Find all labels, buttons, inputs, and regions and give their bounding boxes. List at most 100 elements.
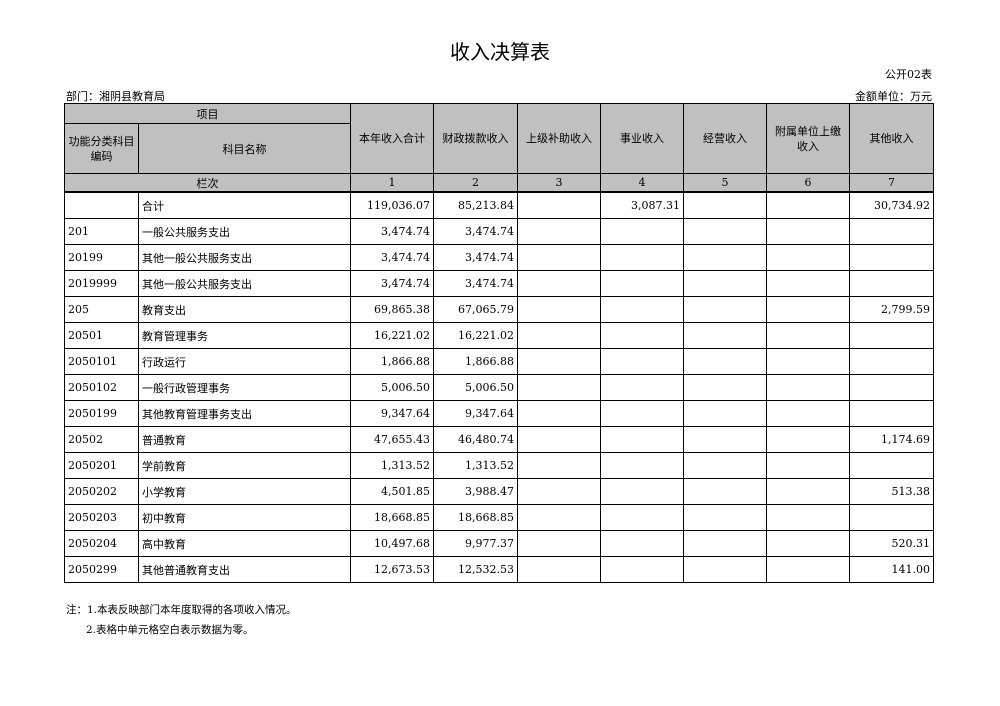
cell-value: 5,006.50 [350, 374, 434, 401]
table-row: 2050101 行政运行 1,866.88 1,866.88 [64, 348, 934, 375]
cell-value [849, 322, 934, 349]
cell-value: 1,174.69 [849, 426, 934, 453]
cell-value [517, 322, 601, 349]
cell-value [683, 348, 767, 375]
cell-value: 1,866.88 [350, 348, 434, 375]
cell-value [600, 244, 684, 271]
header-col: 事业收入 [600, 103, 684, 174]
cell-value [517, 270, 601, 297]
cell-value [766, 191, 850, 219]
cell-value: 141.00 [849, 556, 934, 583]
cell-value [600, 400, 684, 427]
cell-value [517, 218, 601, 245]
cell-value: 119,036.07 [350, 191, 434, 219]
cell-value: 30,734.92 [849, 191, 934, 219]
cell-value [600, 374, 684, 401]
cell-value [849, 270, 934, 297]
cell-value [517, 452, 601, 479]
cell-name: 行政运行 [138, 348, 351, 375]
cell-value [683, 426, 767, 453]
header-col: 经营收入 [683, 103, 767, 174]
cell-code: 2050203 [64, 504, 139, 531]
cell-value: 3,474.74 [433, 218, 518, 245]
cell-code: 2019999 [64, 270, 139, 297]
cell-value [766, 296, 850, 323]
row-index: 6 [766, 173, 850, 193]
table-row: 2050202 小学教育 4,501.85 3,988.47 513.38 [64, 478, 934, 505]
note: 2.表格中单元格空白表示数据为零。 [86, 624, 254, 636]
cell-value [517, 348, 601, 375]
row-index-label: 栏次 [64, 173, 351, 193]
cell-value: 520.31 [849, 530, 934, 557]
cell-value [766, 530, 850, 557]
cell-code: 2050101 [64, 348, 139, 375]
cell-value: 9,977.37 [433, 530, 518, 557]
cell-value: 69,865.38 [350, 296, 434, 323]
cell-value [849, 374, 934, 401]
cell-value: 3,988.47 [433, 478, 518, 505]
row-index: 4 [600, 173, 684, 193]
cell-code: 20501 [64, 322, 139, 349]
cell-value [766, 556, 850, 583]
cell-value [683, 322, 767, 349]
header-code: 功能分类科目编码 [64, 123, 139, 174]
cell-value [517, 556, 601, 583]
cell-value [766, 478, 850, 505]
cell-name: 其他普通教育支出 [138, 556, 351, 583]
cell-name: 学前教育 [138, 452, 351, 479]
cell-value [600, 530, 684, 557]
cell-value: 18,668.85 [433, 504, 518, 531]
cell-value [517, 374, 601, 401]
cell-value [766, 218, 850, 245]
table-row: 2050204 高中教育 10,497.68 9,977.37 520.31 [64, 530, 934, 557]
cell-value: 18,668.85 [350, 504, 434, 531]
cell-value [766, 400, 850, 427]
cell-value [600, 504, 684, 531]
cell-value [683, 191, 767, 219]
cell-name: 初中教育 [138, 504, 351, 531]
header-col: 上级补助收入 [517, 103, 601, 174]
row-index: 1 [350, 173, 434, 193]
cell-value: 3,474.74 [350, 270, 434, 297]
cell-code: 2050201 [64, 452, 139, 479]
cell-name: 教育支出 [138, 296, 351, 323]
table-row: 2019999 其他一般公共服务支出 3,474.74 3,474.74 [64, 270, 934, 297]
cell-code: 2050199 [64, 400, 139, 427]
row-index: 7 [849, 173, 934, 193]
cell-value: 2,799.59 [849, 296, 934, 323]
cell-value: 3,474.74 [433, 244, 518, 271]
row-index: 3 [517, 173, 601, 193]
cell-value [849, 218, 934, 245]
cell-value [766, 452, 850, 479]
cell-value [849, 348, 934, 375]
cell-value [766, 270, 850, 297]
cell-value [517, 530, 601, 557]
table-row: 20502 普通教育 47,655.43 46,480.74 1,174.69 [64, 426, 934, 453]
cell-value [683, 530, 767, 557]
cell-value [683, 374, 767, 401]
income-table: 项目 本年收入合计 财政拨款收入 上级补助收入 事业收入 经营收入 附属单位上缴… [64, 103, 934, 583]
page-title: 收入决算表 [450, 40, 550, 64]
cell-value: 12,532.53 [433, 556, 518, 583]
header-name: 科目名称 [138, 123, 351, 174]
table-row: 2050203 初中教育 18,668.85 18,668.85 [64, 504, 934, 531]
cell-value [600, 478, 684, 505]
cell-value [683, 478, 767, 505]
cell-value [600, 452, 684, 479]
cell-value [683, 270, 767, 297]
cell-value [849, 504, 934, 531]
cell-name: 一般公共服务支出 [138, 218, 351, 245]
row-index: 2 [433, 173, 518, 193]
cell-name: 其他教育管理事务支出 [138, 400, 351, 427]
cell-value [683, 244, 767, 271]
table-row: 20501 教育管理事务 16,221.02 16,221.02 [64, 322, 934, 349]
cell-value [517, 191, 601, 219]
cell-value [600, 426, 684, 453]
cell-name: 教育管理事务 [138, 322, 351, 349]
cell-code: 2050204 [64, 530, 139, 557]
cell-value [683, 296, 767, 323]
cell-value [600, 556, 684, 583]
cell-value [683, 218, 767, 245]
cell-value: 9,347.64 [433, 400, 518, 427]
